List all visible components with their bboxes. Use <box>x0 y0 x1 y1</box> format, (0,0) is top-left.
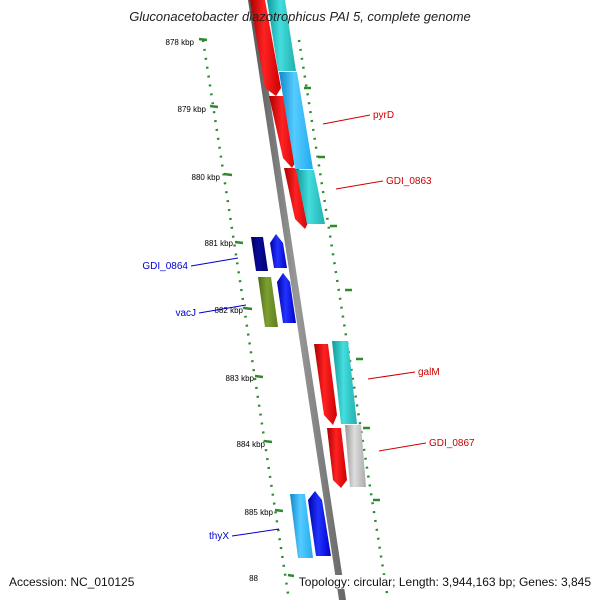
gene-label-galM[interactable]: galM <box>418 367 440 378</box>
cds-arrow <box>270 234 287 268</box>
outer-track-ticks <box>304 86 380 502</box>
cds-arrow <box>314 344 337 425</box>
map-title: Gluconacetobacter diazotrophicus PAI 5, … <box>129 9 471 24</box>
cds-thyX-region <box>290 491 331 558</box>
ruler-label-882: 882 kbp <box>215 306 244 315</box>
leader-line-vacJ <box>198 304 247 314</box>
cds-vacJ-region <box>251 234 296 327</box>
match-block <box>332 341 357 424</box>
ruler-label-881: 881 kbp <box>205 239 234 248</box>
gene-label-GDI_0863[interactable]: GDI_0863 <box>386 176 432 187</box>
leader-line-GDI_0867 <box>378 442 427 452</box>
leader-line-thyX <box>231 528 280 537</box>
cds-arrow <box>290 494 313 558</box>
gene-label-pyrD[interactable]: pyrD <box>373 110 394 121</box>
ruler-label-886: 88 <box>249 574 258 583</box>
genome-backbone <box>248 0 346 600</box>
leader-line-galM <box>367 371 416 380</box>
ruler-label-879: 879 kbp <box>178 105 207 114</box>
gene-label-GDI_0867[interactable]: GDI_0867 <box>429 438 475 449</box>
gene-label-vacJ[interactable]: vacJ <box>175 308 196 319</box>
leader-line-GDI_0864 <box>190 257 239 267</box>
ruler-label-884: 884 kbp <box>237 440 266 449</box>
ruler-label-885: 885 kbp <box>245 508 274 517</box>
cds-pyrD-region <box>250 0 325 229</box>
cds-arrow <box>258 277 278 327</box>
ruler-label-878: 878 kbp <box>166 38 195 47</box>
ruler-ticks <box>198 37 295 578</box>
cds-galM-region <box>314 341 366 488</box>
gene-label-GDI_0864[interactable]: GDI_0864 <box>142 261 188 272</box>
leader-line-GDI_0863 <box>335 180 384 190</box>
cds-arrow <box>250 0 281 96</box>
cds-arrow <box>269 96 298 168</box>
cds-arrow <box>308 491 331 556</box>
cds-arrow <box>277 273 296 323</box>
match-block <box>267 0 296 71</box>
match-block <box>296 170 325 224</box>
cds-arrow <box>284 168 310 229</box>
cds-arrow <box>251 237 268 271</box>
accession-info: Accession: NC_010125 <box>9 575 135 589</box>
ruler-label-883: 883 kbp <box>226 374 255 383</box>
match-block <box>345 425 366 487</box>
leader-line-pyrD <box>322 114 371 125</box>
genome-stats: Topology: circular; Length: 3,944,163 bp… <box>296 575 591 589</box>
gene-label-thyX[interactable]: thyX <box>209 531 229 542</box>
match-block <box>279 72 313 169</box>
cds-arrow <box>327 428 347 488</box>
ruler-label-880: 880 kbp <box>192 173 221 182</box>
topology-info: Topology: circular; Length: 3,944,163 bp… <box>298 575 591 589</box>
